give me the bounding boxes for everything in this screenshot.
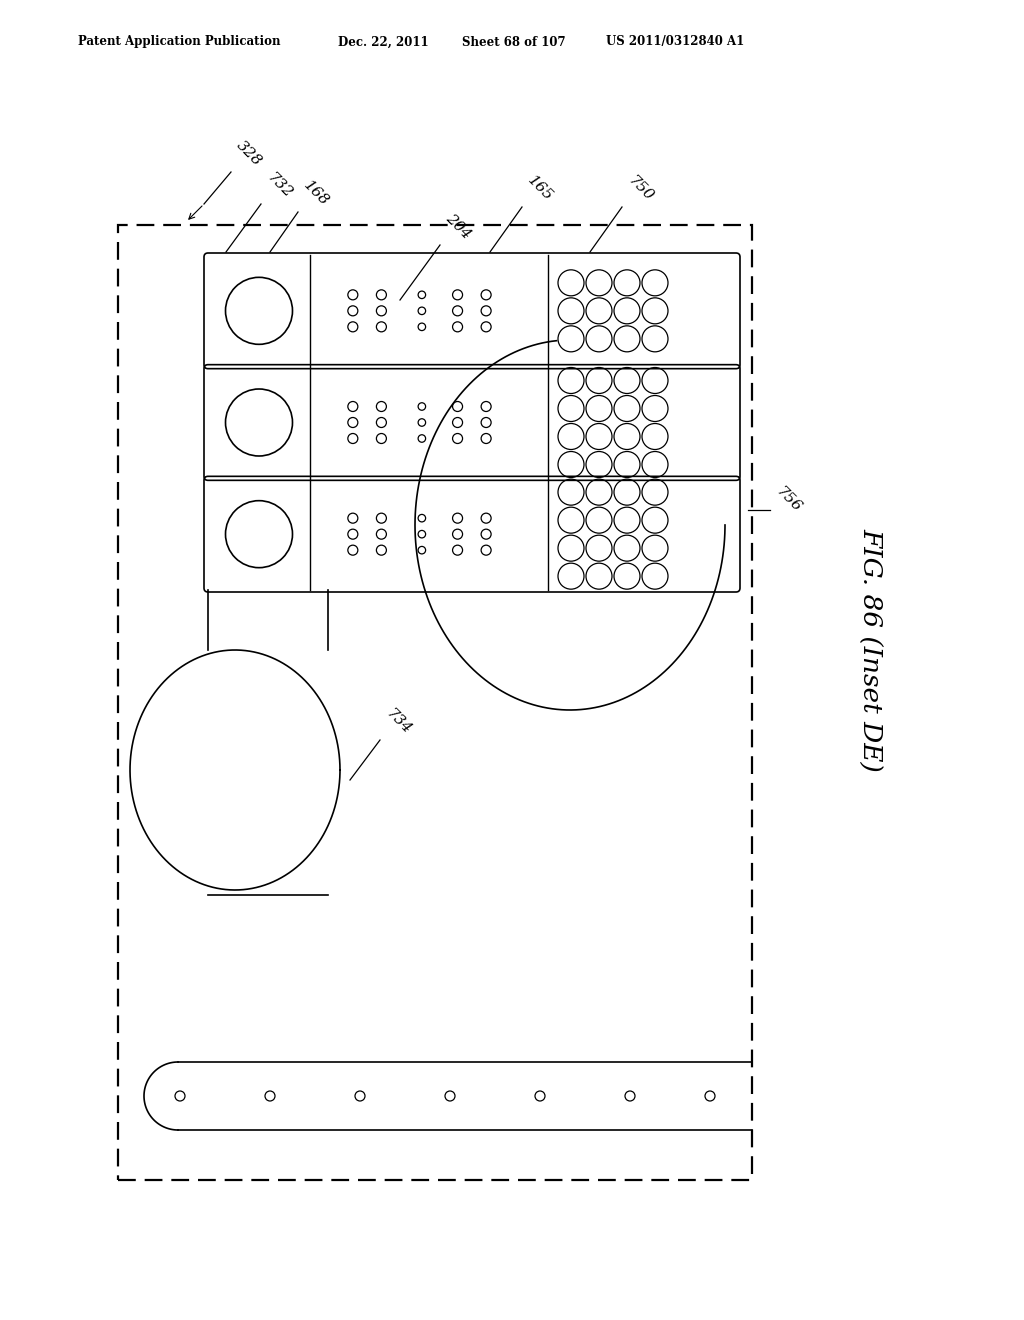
Text: 734: 734 [383, 706, 414, 737]
Text: 750: 750 [625, 173, 655, 205]
Bar [118, 224, 752, 1180]
Text: US 2011/0312840 A1: US 2011/0312840 A1 [606, 36, 744, 49]
Text: 732: 732 [264, 170, 295, 201]
Text: 756: 756 [773, 484, 804, 515]
Text: 204: 204 [443, 211, 473, 242]
Text: 168: 168 [301, 178, 332, 209]
Text: Sheet 68 of 107: Sheet 68 of 107 [462, 36, 565, 49]
Text: Dec. 22, 2011: Dec. 22, 2011 [338, 36, 429, 49]
Text: Patent Application Publication: Patent Application Publication [78, 36, 281, 49]
Text: 328: 328 [234, 139, 264, 169]
Text: FIG. 86 (Inset DE): FIG. 86 (Inset DE) [857, 528, 883, 772]
Text: 165: 165 [525, 173, 556, 205]
